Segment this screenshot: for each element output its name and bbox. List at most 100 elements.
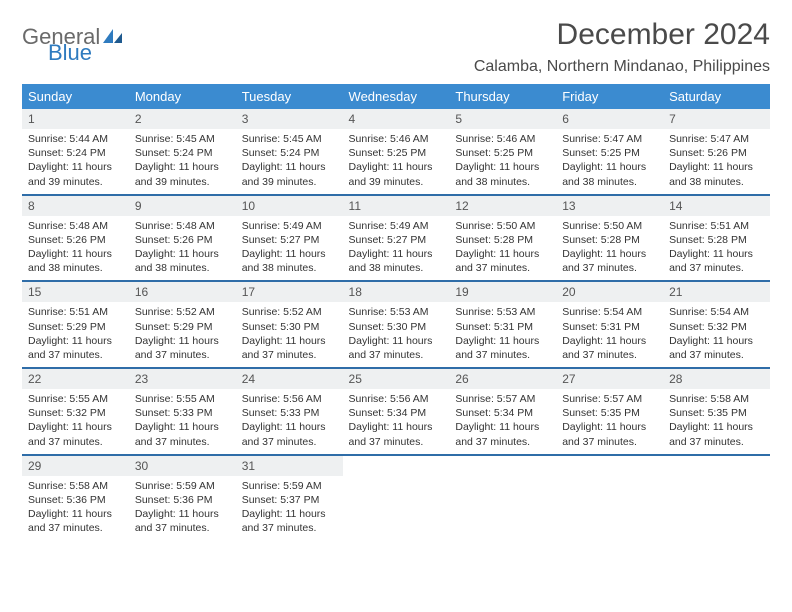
sunrise-line: Sunrise: 5:57 AM: [562, 392, 657, 406]
calendar-cell: 8Sunrise: 5:48 AMSunset: 5:26 PMDaylight…: [22, 195, 129, 282]
day-body: Sunrise: 5:56 AMSunset: 5:34 PMDaylight:…: [343, 389, 450, 454]
sunrise-line: Sunrise: 5:50 AM: [455, 219, 550, 233]
daylight-line: Daylight: 11 hours and 39 minutes.: [135, 160, 230, 188]
daylight-line: Daylight: 11 hours and 37 minutes.: [455, 420, 550, 448]
day-body: Sunrise: 5:47 AMSunset: 5:26 PMDaylight:…: [663, 129, 770, 194]
sunset-line: Sunset: 5:28 PM: [562, 233, 657, 247]
calendar-cell: 30Sunrise: 5:59 AMSunset: 5:36 PMDayligh…: [129, 455, 236, 541]
calendar-cell: 1 Sunrise: 5:44 AMSunset: 5:24 PMDaylight…: [22, 109, 129, 195]
day-body: Sunrise: 5:53 AMSunset: 5:31 PMDaylight:…: [449, 302, 556, 367]
calendar-cell: 10Sunrise: 5:49 AMSunset: 5:27 PMDayligh…: [236, 195, 343, 282]
calendar-cell: 15Sunrise: 5:51 AMSunset: 5:29 PMDayligh…: [22, 281, 129, 368]
day-body: Sunrise: 5:50 AMSunset: 5:28 PMDaylight:…: [449, 216, 556, 281]
daylight-line: Daylight: 11 hours and 37 minutes.: [28, 334, 123, 362]
day-number: 8: [22, 196, 129, 216]
daylight-line: Daylight: 11 hours and 37 minutes.: [28, 507, 123, 535]
calendar-cell: 19Sunrise: 5:53 AMSunset: 5:31 PMDayligh…: [449, 281, 556, 368]
daylight-line: Daylight: 11 hours and 37 minutes.: [669, 420, 764, 448]
day-body: Sunrise: 5:58 AMSunset: 5:35 PMDaylight:…: [663, 389, 770, 454]
day-number: 11: [343, 196, 450, 216]
calendar-week-row: 15Sunrise: 5:51 AMSunset: 5:29 PMDayligh…: [22, 281, 770, 368]
sunrise-line: Sunrise: 5:56 AM: [349, 392, 444, 406]
calendar-week-row: 8Sunrise: 5:48 AMSunset: 5:26 PMDaylight…: [22, 195, 770, 282]
daylight-line: Daylight: 11 hours and 38 minutes.: [349, 247, 444, 275]
day-number: 25: [343, 369, 450, 389]
calendar-cell: 26Sunrise: 5:57 AMSunset: 5:34 PMDayligh…: [449, 368, 556, 455]
daylight-line: Daylight: 11 hours and 37 minutes.: [669, 334, 764, 362]
day-number: 19: [449, 282, 556, 302]
calendar-cell: 6Sunrise: 5:47 AMSunset: 5:25 PMDaylight…: [556, 109, 663, 195]
sunrise-line: Sunrise: 5:54 AM: [562, 305, 657, 319]
day-body: Sunrise: 5:46 AMSunset: 5:25 PMDaylight:…: [449, 129, 556, 194]
calendar-cell: 24Sunrise: 5:56 AMSunset: 5:33 PMDayligh…: [236, 368, 343, 455]
sunset-line: Sunset: 5:34 PM: [349, 406, 444, 420]
sunrise-line: Sunrise: 5:55 AM: [28, 392, 123, 406]
day-body: Sunrise: 5:54 AMSunset: 5:31 PMDaylight:…: [556, 302, 663, 367]
calendar-cell: 14Sunrise: 5:51 AMSunset: 5:28 PMDayligh…: [663, 195, 770, 282]
calendar-week-row: 22Sunrise: 5:55 AMSunset: 5:32 PMDayligh…: [22, 368, 770, 455]
sunrise-line: Sunrise: 5:44 AM: [28, 132, 123, 146]
sunset-line: Sunset: 5:31 PM: [562, 320, 657, 334]
sunset-line: Sunset: 5:27 PM: [349, 233, 444, 247]
calendar-cell: 4Sunrise: 5:46 AMSunset: 5:25 PMDaylight…: [343, 109, 450, 195]
daylight-line: Daylight: 11 hours and 37 minutes.: [242, 334, 337, 362]
daylight-line: Daylight: 11 hours and 37 minutes.: [242, 420, 337, 448]
title-block: December 2024 Calamba, Northern Mindanao…: [474, 18, 770, 76]
day-body: Sunrise: 5:50 AMSunset: 5:28 PMDaylight:…: [556, 216, 663, 281]
day-number: 27: [556, 369, 663, 389]
sunset-line: Sunset: 5:33 PM: [242, 406, 337, 420]
day-number: 22: [22, 369, 129, 389]
daylight-line: Daylight: 11 hours and 39 minutes.: [28, 160, 123, 188]
sunset-line: Sunset: 5:24 PM: [28, 146, 123, 160]
day-header: Saturday: [663, 84, 770, 109]
calendar-cell: 27Sunrise: 5:57 AMSunset: 5:35 PMDayligh…: [556, 368, 663, 455]
sunset-line: Sunset: 5:28 PM: [669, 233, 764, 247]
sunrise-line: Sunrise: 5:45 AM: [242, 132, 337, 146]
day-body: Sunrise: 5:59 AMSunset: 5:37 PMDaylight:…: [236, 476, 343, 541]
day-number: 1: [22, 109, 129, 129]
sunset-line: Sunset: 5:31 PM: [455, 320, 550, 334]
calendar-cell: 16Sunrise: 5:52 AMSunset: 5:29 PMDayligh…: [129, 281, 236, 368]
sunset-line: Sunset: 5:32 PM: [28, 406, 123, 420]
sunset-line: Sunset: 5:36 PM: [135, 493, 230, 507]
day-body: Sunrise: 5:52 AMSunset: 5:30 PMDaylight:…: [236, 302, 343, 367]
sunset-line: Sunset: 5:35 PM: [562, 406, 657, 420]
calendar-cell: [449, 455, 556, 541]
sunset-line: Sunset: 5:34 PM: [455, 406, 550, 420]
sunrise-line: Sunrise: 5:54 AM: [669, 305, 764, 319]
calendar-cell: [343, 455, 450, 541]
day-body: Sunrise: 5:48 AMSunset: 5:26 PMDaylight:…: [129, 216, 236, 281]
sunrise-line: Sunrise: 5:59 AM: [242, 479, 337, 493]
day-header: Wednesday: [343, 84, 450, 109]
logo: General Blue: [22, 18, 124, 64]
sunrise-line: Sunrise: 5:45 AM: [135, 132, 230, 146]
day-number: 24: [236, 369, 343, 389]
day-header-row: Sunday Monday Tuesday Wednesday Thursday…: [22, 84, 770, 109]
day-body: Sunrise: 5:45 AMSunset: 5:24 PMDaylight:…: [129, 129, 236, 194]
daylight-line: Daylight: 11 hours and 38 minutes.: [455, 160, 550, 188]
daylight-line: Daylight: 11 hours and 37 minutes.: [135, 507, 230, 535]
calendar-week-row: 1Sunrise: 5:44 AMSunset: 5:24 PMDaylight…: [22, 109, 770, 195]
day-number: 9: [129, 196, 236, 216]
sunset-line: Sunset: 5:36 PM: [28, 493, 123, 507]
day-body: Sunrise: 5:48 AMSunset: 5:26 PMDaylight:…: [22, 216, 129, 281]
daylight-line: Daylight: 11 hours and 39 minutes.: [349, 160, 444, 188]
day-body: Sunrise: 5:46 AMSunset: 5:25 PMDaylight:…: [343, 129, 450, 194]
sunrise-line: Sunrise: 5:48 AM: [135, 219, 230, 233]
day-body: Sunrise: 5:51 AMSunset: 5:29 PMDaylight:…: [22, 302, 129, 367]
daylight-line: Daylight: 11 hours and 38 minutes.: [242, 247, 337, 275]
daylight-line: Daylight: 11 hours and 38 minutes.: [28, 247, 123, 275]
sunrise-line: Sunrise: 5:59 AM: [135, 479, 230, 493]
sunset-line: Sunset: 5:29 PM: [135, 320, 230, 334]
day-body: Sunrise: 5:51 AMSunset: 5:28 PMDaylight:…: [663, 216, 770, 281]
day-number: 3: [236, 109, 343, 129]
calendar-cell: 28Sunrise: 5:58 AMSunset: 5:35 PMDayligh…: [663, 368, 770, 455]
sunset-line: Sunset: 5:26 PM: [669, 146, 764, 160]
daylight-line: Daylight: 11 hours and 37 minutes.: [28, 420, 123, 448]
sunrise-line: Sunrise: 5:47 AM: [669, 132, 764, 146]
calendar-cell: 11Sunrise: 5:49 AMSunset: 5:27 PMDayligh…: [343, 195, 450, 282]
day-number: 15: [22, 282, 129, 302]
header: General Blue December 2024 Calamba, Nort…: [22, 18, 770, 76]
month-title: December 2024: [474, 18, 770, 52]
day-number: 2: [129, 109, 236, 129]
